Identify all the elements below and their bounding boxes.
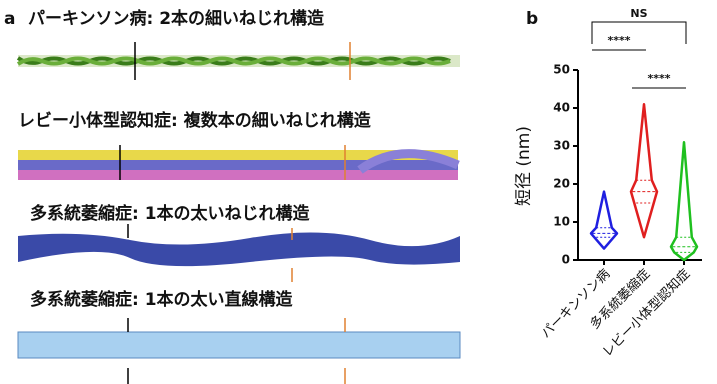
x-tick-label: パーキンソン病: [539, 267, 614, 342]
fibril-illustration: [18, 318, 460, 384]
y-tick-label: 50: [553, 63, 570, 77]
panel-label: b: [526, 9, 538, 29]
row-title: 多系統萎縮症: 1本の太い直線構造: [30, 289, 294, 310]
row-title: パーキンソン病: 2本の細いねじれ構造: [28, 8, 325, 29]
panel-label: a: [4, 9, 15, 29]
fibril-illustration: [18, 42, 460, 80]
y-tick-label: 30: [553, 139, 570, 153]
figure: a パーキンソン病: 2本の細いねじれ構造 レビー小体型認知症: 複数本の細いね…: [0, 0, 717, 384]
significance-label: ****: [607, 34, 630, 47]
y-tick-label: 10: [553, 215, 570, 229]
row-title: 多系統萎縮症: 1本の太いねじれ構造: [30, 203, 311, 224]
violin-body: [671, 142, 697, 260]
significance-label: ****: [647, 72, 670, 85]
y-axis-label: 短径 (nm): [514, 126, 534, 206]
y-tick-label: 20: [553, 177, 570, 191]
y-tick-label: 40: [553, 101, 570, 115]
significance-label: NS: [630, 7, 647, 20]
row-title: レビー小体型認知症: 複数本の細いねじれ構造: [18, 110, 372, 131]
panel-a: a パーキンソン病: 2本の細いねじれ構造 レビー小体型認知症: 複数本の細いね…: [4, 8, 460, 384]
violin-body: [631, 104, 657, 237]
fibril-illustration: [18, 145, 458, 180]
significance-bracket: [592, 22, 686, 44]
fibril-illustration: [18, 224, 460, 282]
y-tick-label: 0: [562, 253, 570, 267]
violin-body: [591, 192, 617, 249]
